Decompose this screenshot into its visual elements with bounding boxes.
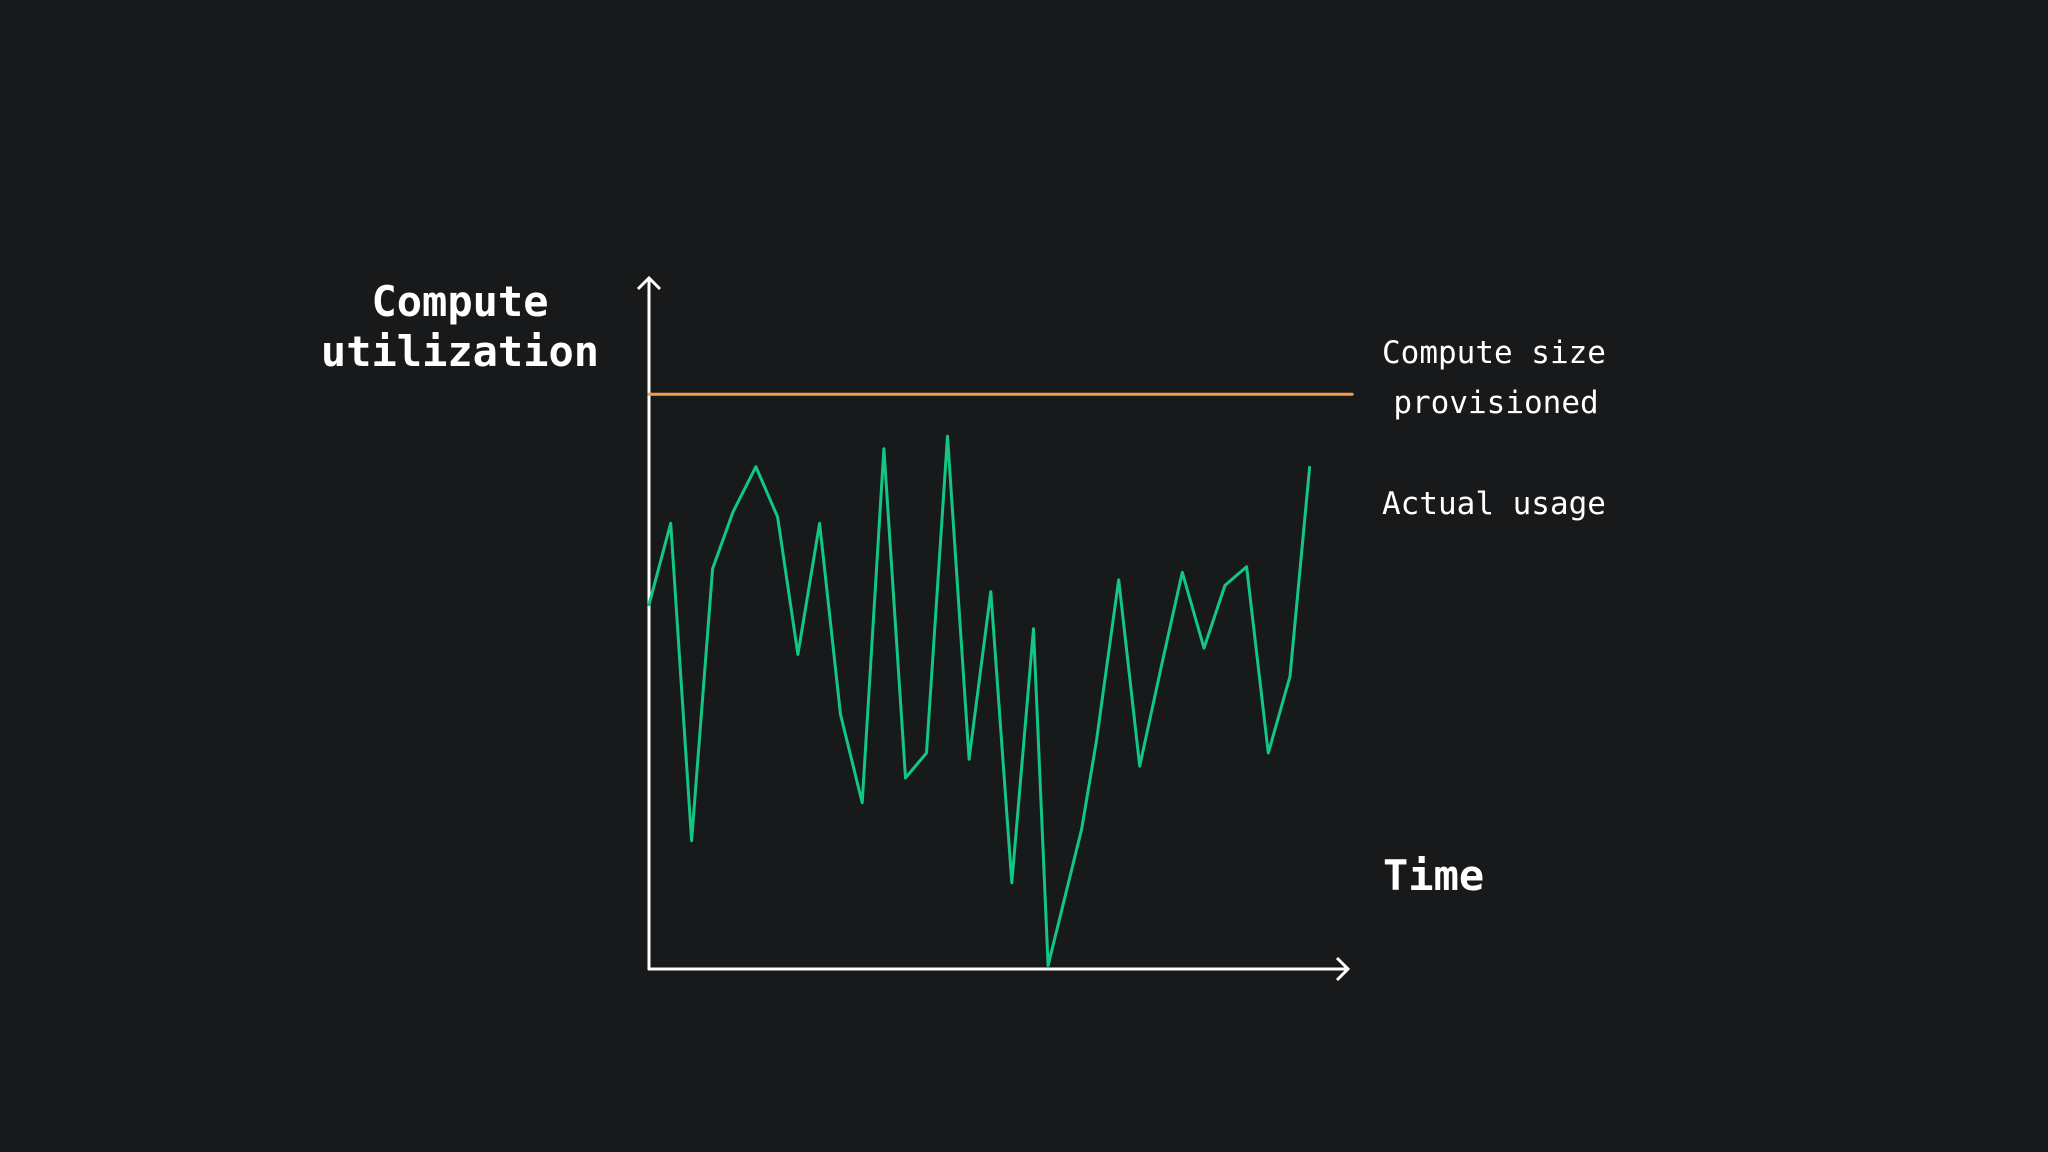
y-axis-label-line-1: Compute <box>371 277 548 326</box>
x-axis-label: Time <box>1383 851 1484 900</box>
actual-usage-line <box>647 434 1312 967</box>
legend-provisioned-line-2: provisioned <box>1393 385 1598 421</box>
y-axis-label-line-2: utilization <box>321 327 599 376</box>
legend-provisioned-line-1: Compute size <box>1382 335 1606 371</box>
x-axis <box>648 956 1351 982</box>
legend-actual-usage: Actual usage <box>1382 486 1606 522</box>
y-axis-arrow-icon <box>636 275 662 291</box>
x-axis-arrow-icon <box>1335 956 1351 982</box>
series-layer <box>647 392 1354 967</box>
